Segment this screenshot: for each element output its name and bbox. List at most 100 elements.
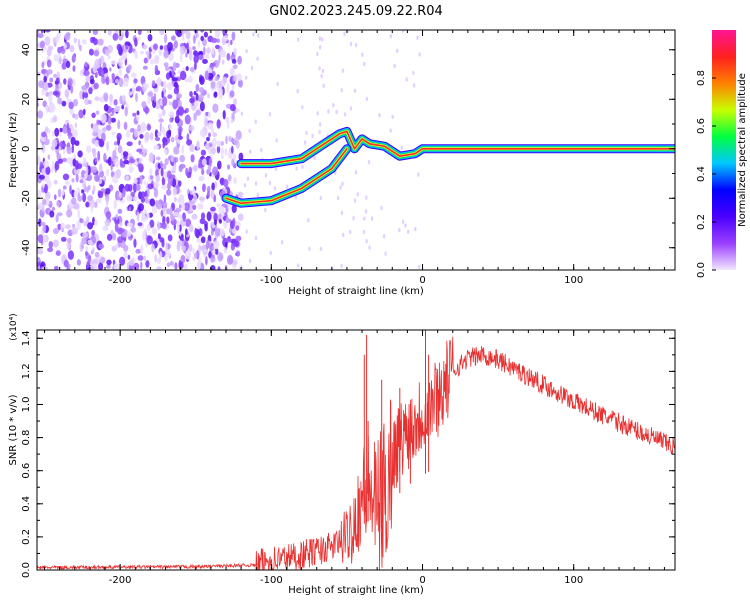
noise-speckle	[66, 122, 70, 131]
noise-speckle	[142, 65, 148, 70]
noise-speckle	[109, 100, 113, 106]
noise-speckle	[68, 134, 71, 140]
noise-speckle	[98, 261, 104, 270]
noise-speckle-sparse	[313, 155, 316, 161]
noise-speckle	[57, 188, 62, 198]
noise-speckle	[161, 90, 164, 99]
noise-speckle-sparse	[404, 223, 407, 228]
noise-speckle	[94, 174, 101, 182]
noise-speckle	[149, 198, 156, 207]
noise-speckle	[219, 228, 225, 237]
noise-speckle-sparse	[296, 263, 300, 268]
noise-speckle	[117, 208, 123, 214]
noise-speckle	[165, 242, 168, 250]
noise-speckle	[232, 153, 237, 161]
noise-speckle-sparse	[405, 77, 408, 82]
noise-speckle	[204, 142, 210, 150]
noise-speckle	[126, 222, 134, 228]
noise-speckle	[167, 94, 173, 99]
noise-speckle	[161, 176, 166, 186]
noise-speckle-sparse	[361, 52, 364, 57]
noise-speckle	[181, 203, 186, 211]
noise-speckle	[178, 135, 183, 140]
spectrogram-y-label: Frequency (Hz)	[8, 112, 19, 188]
noise-speckle	[139, 30, 142, 35]
spectrogram-x-axis: -200 -100 0 100	[44, 30, 665, 286]
noise-speckle	[129, 259, 135, 267]
noise-speckle-sparse	[243, 183, 247, 188]
noise-speckle	[87, 222, 94, 230]
noise-speckle	[72, 53, 76, 61]
noise-speckle	[229, 90, 235, 98]
noise-speckle	[210, 206, 216, 212]
noise-speckle	[191, 213, 198, 220]
noise-speckle	[178, 126, 183, 133]
noise-speckle-sparse	[352, 216, 355, 221]
noise-speckle	[61, 143, 67, 148]
noise-speckle	[67, 250, 74, 260]
noise-speckle	[56, 201, 60, 207]
noise-speckle	[90, 250, 94, 255]
noise-speckle	[107, 30, 112, 36]
noise-speckle	[135, 87, 139, 92]
noise-speckle	[215, 227, 221, 237]
noise-speckle-sparse	[256, 192, 259, 198]
noise-speckle	[113, 199, 118, 210]
noise-speckle	[166, 82, 173, 90]
noise-speckle	[153, 144, 160, 150]
spectrogram-x-tick-label: -200	[109, 275, 132, 286]
noise-speckle-sparse	[332, 103, 335, 108]
noise-speckle	[211, 254, 215, 259]
noise-speckle	[194, 252, 198, 259]
noise-speckle	[223, 247, 228, 254]
noise-speckle	[82, 192, 86, 203]
noise-speckle	[144, 195, 149, 204]
noise-speckle	[81, 189, 85, 194]
noise-speckle	[122, 187, 126, 198]
noise-speckle	[151, 204, 157, 214]
noise-speckle	[133, 50, 138, 56]
noise-speckle-sparse	[417, 172, 420, 177]
snr-y-tick-label: 0.8	[21, 430, 32, 446]
noise-speckle	[228, 135, 232, 142]
noise-speckle	[37, 30, 40, 35]
noise-speckle-sparse	[264, 173, 268, 178]
noise-speckle	[236, 250, 241, 257]
noise-speckle-sparse	[341, 181, 344, 187]
noise-speckle	[94, 139, 100, 148]
noise-speckle	[206, 47, 211, 54]
noise-speckle	[229, 67, 235, 76]
noise-speckle	[155, 55, 160, 61]
noise-speckle	[232, 137, 239, 145]
noise-speckle	[104, 48, 110, 57]
noise-speckle	[131, 86, 135, 95]
spectrogram-x-tick-label: -100	[260, 275, 283, 286]
noise-speckle	[188, 50, 193, 61]
noise-speckle	[173, 156, 179, 163]
noise-speckle	[128, 158, 136, 164]
colorbar-label: Normalized spectral amplitude	[737, 73, 748, 227]
noise-speckle	[222, 76, 228, 84]
noise-speckle-sparse	[363, 216, 366, 221]
noise-speckle	[57, 223, 62, 231]
noise-speckle	[160, 209, 164, 217]
noise-speckle	[210, 265, 216, 270]
spectrogram-x-tick-label: 100	[564, 275, 583, 286]
noise-speckle-sparse	[356, 192, 359, 197]
snr-y-tick-label: 0.2	[21, 529, 32, 545]
noise-speckle	[138, 157, 143, 163]
noise-speckle	[75, 205, 78, 210]
noise-speckle	[71, 78, 76, 87]
noise-speckle	[143, 255, 147, 261]
noise-speckle	[98, 163, 103, 173]
noise-speckle	[204, 118, 208, 127]
noise-speckle-sparse	[382, 234, 386, 239]
noise-speckle	[118, 192, 122, 199]
colorbar-tick-label: 0.2	[696, 214, 707, 230]
noise-speckle-sparse	[318, 45, 322, 50]
snr-y-axis: 0.0 0.2 0.4 0.6 0.8 1.0 1.2 1.4	[21, 330, 675, 578]
noise-speckle	[64, 89, 70, 97]
noise-speckle	[72, 65, 76, 72]
noise-speckle	[153, 181, 160, 189]
noise-speckle	[117, 236, 124, 244]
